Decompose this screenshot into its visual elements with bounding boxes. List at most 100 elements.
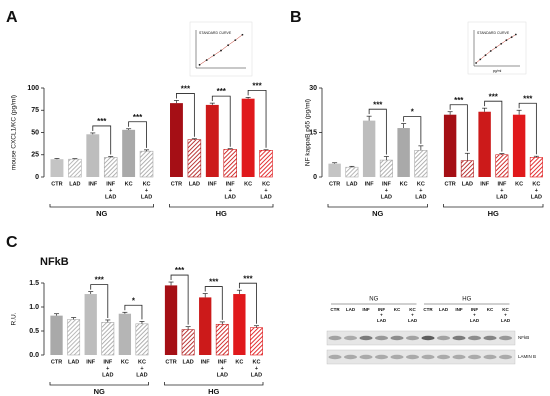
significance-label: * [132, 296, 136, 305]
category-label: LAD [531, 194, 542, 200]
category-label: KC [262, 181, 270, 187]
category-label: LAD [225, 194, 236, 200]
category-label: + [264, 188, 267, 194]
blot-band [375, 335, 388, 341]
significance-label: *** [133, 113, 143, 122]
category-label: INF [88, 181, 98, 187]
bar [495, 154, 509, 178]
blot-strip [326, 349, 516, 365]
category-label: LAD [408, 318, 418, 323]
inset-point [484, 54, 487, 57]
category-label: LAD [189, 181, 200, 187]
bar [443, 114, 457, 177]
category-label: + [380, 313, 383, 318]
significance-bracket [90, 284, 109, 318]
inset-point [489, 50, 492, 52]
significance-bracket [128, 121, 147, 148]
category-label: INF [497, 181, 507, 187]
significance-bracket [176, 93, 195, 137]
blot-band [483, 354, 497, 360]
category-label: LAD [346, 181, 357, 187]
blot-band [344, 335, 357, 341]
bar [529, 157, 543, 178]
category-label: KC [532, 181, 540, 187]
category-label: + [106, 366, 109, 372]
group-bracket [164, 382, 264, 386]
category-label: LAD [501, 318, 511, 323]
bar [345, 166, 359, 178]
category-label: INF [378, 307, 386, 312]
blot-band [468, 335, 481, 341]
group-label: NG [96, 209, 107, 218]
inset-point [198, 63, 201, 66]
category-label: CTR [330, 307, 340, 312]
blot-row-label: LAMIN B [518, 354, 536, 359]
blot-band [359, 354, 373, 360]
significance-label: *** [95, 276, 105, 285]
blot-band [328, 354, 342, 360]
category-label: INF [106, 181, 116, 187]
blot-band [406, 354, 419, 360]
group-label: HG [488, 209, 499, 218]
bar [259, 150, 273, 178]
significance-label: * [411, 108, 415, 117]
category-label: LAD [68, 359, 79, 365]
category-label: LAD [470, 318, 480, 323]
bar [135, 323, 149, 356]
category-label: LAD [69, 181, 80, 187]
blot-band [483, 335, 497, 341]
blot-band [468, 354, 481, 360]
category-label: LAD [346, 307, 356, 312]
category-label: + [535, 188, 538, 194]
category-label: INF [86, 359, 96, 365]
blot-band [359, 335, 373, 341]
category-label: INF [226, 181, 236, 187]
inset-point [212, 54, 215, 57]
category-label: + [140, 366, 143, 372]
y-axis-label: R.U. [11, 312, 18, 325]
y-axis-label: NF kappaB p65 (pg/ml) [305, 99, 312, 166]
bar [50, 315, 63, 355]
significance-label: *** [489, 92, 499, 101]
inset-point [241, 33, 244, 36]
y-tick-label: 0 [313, 174, 317, 181]
significance-bracket [170, 274, 189, 325]
y-tick-label: 75 [31, 107, 39, 114]
inset-point [479, 58, 482, 61]
category-label: KC [394, 307, 401, 312]
bar [101, 322, 115, 356]
inset-point [510, 36, 513, 39]
bar [139, 150, 154, 178]
blot-row-label: NFkB [518, 335, 529, 340]
category-label: INF [103, 359, 113, 365]
panel-title: NFkB [40, 256, 69, 268]
inset-point [205, 59, 208, 61]
category-label: + [385, 188, 388, 194]
bar [103, 157, 118, 178]
category-label: LAD [105, 194, 116, 200]
group-label: HG [208, 387, 219, 396]
bar [460, 160, 474, 178]
category-label: CTR [165, 359, 176, 365]
inset-title: STANDARD CURVE [199, 31, 232, 35]
category-label: LAD [496, 194, 507, 200]
category-label: LAD [415, 194, 426, 200]
significance-label: *** [243, 274, 253, 283]
category-label: KC [487, 307, 494, 312]
category-label: LAD [381, 194, 392, 200]
inset-point [514, 33, 517, 36]
inset-point [495, 46, 497, 49]
category-label: CTR [51, 359, 62, 365]
bar [122, 129, 136, 177]
bar [199, 297, 212, 355]
category-label: LAD [217, 372, 228, 378]
category-label: INF [201, 359, 211, 365]
significance-label: *** [217, 87, 227, 96]
blot-band [437, 335, 450, 341]
category-label: KC [244, 181, 252, 187]
category-label: LAD [136, 372, 147, 378]
bar [512, 114, 526, 177]
inset-x-label: pg/ml [493, 69, 502, 73]
y-tick-label: 0.0 [29, 352, 39, 359]
